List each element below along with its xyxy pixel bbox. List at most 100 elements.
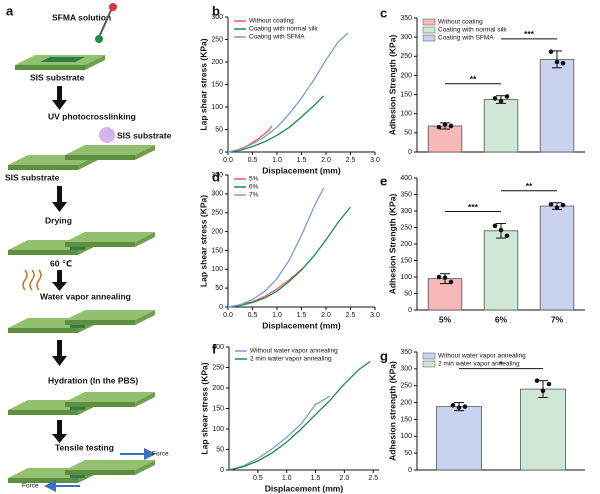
diagram-text: Drying [45, 215, 72, 225]
y-tick-label: 50 [215, 285, 223, 292]
film [70, 325, 85, 328]
x-tick-label: 2.0 [321, 157, 331, 164]
legend-label: Without water vapor annealing [250, 348, 338, 355]
diagram-text: UV photocrosslinking [48, 111, 136, 121]
y-tick-label: 150 [400, 91, 412, 98]
x-tick-label: 3.0 [370, 157, 380, 164]
y-tick-label: 0 [220, 467, 224, 474]
y-tick-label: 0 [408, 307, 412, 314]
x-tick-label: 6% [495, 314, 508, 324]
y-tick-label: 150 [400, 257, 412, 264]
substrate [65, 310, 155, 325]
data-point [534, 378, 540, 383]
diagram-text: SFMA solution [52, 12, 111, 22]
y-tick-label: 250 [212, 364, 224, 371]
x-tick-label: 2.5 [346, 312, 356, 319]
y-tick-label: 150 [212, 405, 224, 412]
diagram-text: 60 ℃ [50, 258, 72, 268]
x-tick-label: 2.5 [346, 157, 356, 164]
y-tick-label: 100 [400, 433, 412, 440]
bar [483, 99, 519, 153]
y-tick-label: 300 [400, 208, 412, 215]
data-point [448, 123, 454, 129]
substrate [65, 145, 155, 160]
y-axis-label: Adhesion Strength (KPa) [387, 35, 397, 136]
legend-label: Without coating [438, 19, 483, 26]
data-point [560, 202, 566, 208]
film [40, 57, 85, 62]
bar [520, 388, 566, 471]
substrate [65, 460, 155, 475]
data-point [442, 275, 448, 280]
y-tick-label: 150 [211, 247, 223, 254]
y-tick-label: 200 [211, 228, 223, 235]
data-point [462, 404, 468, 409]
uv-icon [99, 127, 115, 143]
y-tick-label: 300 [400, 34, 412, 41]
x-tick-label: 1.0 [272, 312, 282, 319]
data-point [548, 202, 554, 207]
legend-label: 7% [249, 192, 259, 199]
y-tick-label: 350 [400, 349, 412, 356]
legend-label: Coating with SFMA [438, 35, 494, 42]
y-tick-label: 0 [408, 467, 412, 474]
diagram-text: Hydration (In the PBS) [48, 375, 138, 385]
x-axis-label: Displacement (mm) [262, 320, 341, 330]
line-series [227, 125, 273, 153]
substrate [65, 392, 155, 407]
significance-label: * [499, 359, 503, 369]
diagram-text: Tensile testing [55, 442, 114, 452]
data-point [436, 274, 442, 280]
line-series [227, 206, 352, 308]
significance-label: ** [526, 181, 533, 191]
data-point [554, 205, 560, 210]
arrow [52, 420, 67, 443]
y-tick-label: 250 [400, 53, 412, 60]
x-tick-label: 0.0 [223, 157, 233, 164]
legend-label: Coating with normal silk [438, 27, 507, 34]
significance-label: ** [470, 74, 477, 84]
x-tick-label: 7% [551, 314, 564, 324]
data-point [504, 233, 510, 239]
x-axis-label: Displacement (mm) [265, 483, 344, 493]
y-axis-label: Lap shear stress (KPa) [198, 195, 208, 287]
y-tick-label: 250 [211, 36, 223, 43]
x-tick-label: 0.5 [248, 157, 258, 164]
heat-icon [22, 269, 42, 291]
x-tick-label: 1.5 [297, 312, 307, 319]
legend-swatch [422, 26, 436, 34]
y-tick-label: 50 [215, 126, 223, 133]
panel-label: f [212, 341, 217, 356]
substrate [65, 232, 155, 247]
diagram-text: SIS substrate [30, 72, 85, 82]
process-diagram: a SFMA solution SIS substrate UV photocr… [5, 3, 172, 492]
y-tick-label: 100 [212, 426, 224, 433]
x-tick-label: 5% [439, 314, 452, 324]
y-tick-label: 0 [219, 149, 223, 156]
significance-label: *** [468, 202, 479, 212]
data-point [546, 381, 552, 387]
y-tick-label: 300 [211, 14, 223, 21]
data-point [456, 405, 462, 410]
data-point [436, 124, 442, 130]
y-tick-label: 100 [400, 111, 412, 118]
legend-swatch [422, 360, 436, 368]
arrow [52, 186, 67, 212]
diagram-text: Force [152, 451, 169, 458]
data-point [554, 59, 560, 65]
panel-label: b [212, 3, 220, 18]
y-tick-label: 400 [400, 175, 412, 182]
panel-label: g [380, 348, 388, 363]
dropper [95, 3, 117, 43]
legend-label: 2 min water vapor annealing [438, 361, 520, 368]
x-tick-label: 3.0 [370, 312, 380, 319]
data-point [450, 402, 456, 408]
y-tick-label: 0 [408, 149, 412, 156]
bar [539, 205, 575, 311]
y-tick-label: 50 [404, 290, 412, 297]
arrow [52, 340, 67, 366]
legend-label: 6% [249, 184, 259, 191]
y-tick-label: 350 [400, 15, 412, 22]
x-tick-label: 1.0 [282, 475, 292, 482]
